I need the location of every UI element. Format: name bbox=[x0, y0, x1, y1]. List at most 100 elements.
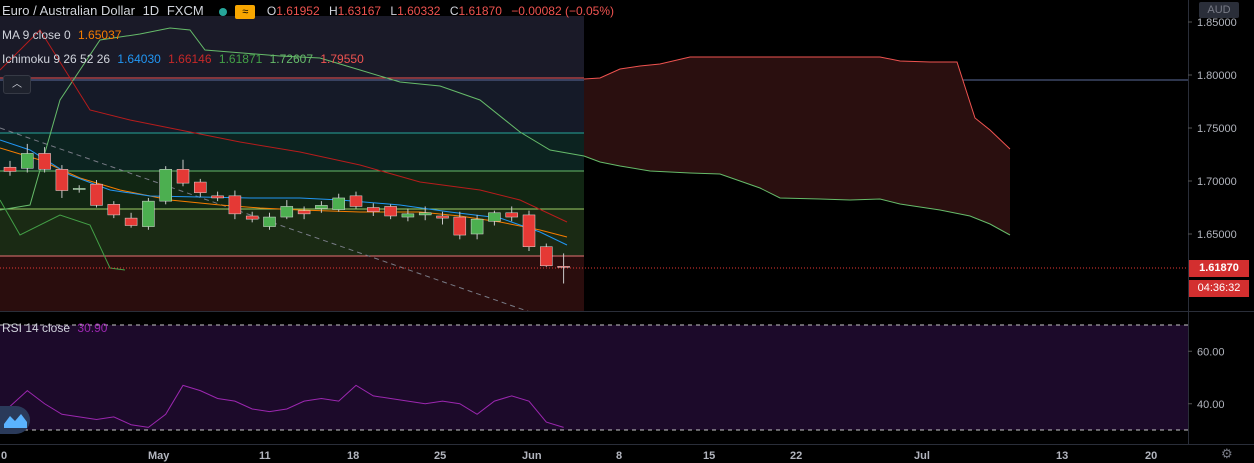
ma-label[interactable]: MA 9 close 0 bbox=[2, 28, 71, 42]
candle-body bbox=[315, 205, 328, 209]
candle-body bbox=[245, 215, 259, 220]
candle-body bbox=[228, 195, 242, 215]
candle[interactable] bbox=[228, 190, 242, 220]
candle[interactable] bbox=[540, 243, 553, 267]
candle-body bbox=[384, 206, 397, 217]
high-label: H bbox=[329, 4, 338, 18]
low-value: 1.60332 bbox=[397, 4, 441, 18]
interval-label[interactable]: 1D bbox=[142, 3, 160, 18]
symbol-name[interactable]: Euro / Australian Dollar bbox=[2, 3, 135, 18]
candle-body bbox=[211, 195, 224, 199]
candle[interactable] bbox=[297, 206, 311, 220]
ma-legend[interactable]: MA 9 close 0 1.65037 bbox=[2, 28, 125, 42]
ichimoku-conversion-value: 1.64030 bbox=[117, 52, 161, 66]
tradingview-logo[interactable] bbox=[0, 406, 30, 434]
ichimoku-span-a-hist bbox=[0, 27, 585, 211]
candle[interactable] bbox=[384, 204, 397, 220]
ichimoku-label[interactable]: Ichimoku 9 26 52 26 bbox=[2, 52, 111, 66]
candle-body bbox=[3, 166, 17, 172]
candle[interactable] bbox=[142, 197, 155, 230]
candle[interactable] bbox=[557, 253, 570, 284]
candle[interactable] bbox=[159, 166, 172, 205]
time-tick-label: 13 bbox=[1056, 450, 1068, 462]
candle[interactable] bbox=[107, 201, 121, 219]
candle[interactable] bbox=[522, 210, 536, 251]
candle[interactable] bbox=[55, 165, 69, 198]
candle[interactable] bbox=[176, 159, 190, 187]
last-price-badge: 1.61870 bbox=[1189, 260, 1249, 277]
candle-body bbox=[107, 204, 121, 216]
time-tick-label: 18 bbox=[347, 450, 359, 462]
ichimoku-span-a-value: 1.72607 bbox=[269, 52, 314, 66]
candle[interactable] bbox=[21, 143, 34, 173]
candle[interactable] bbox=[194, 178, 207, 197]
price-tick-label: 1.70000 bbox=[1197, 176, 1237, 188]
candle-body bbox=[176, 169, 190, 184]
candle[interactable] bbox=[349, 191, 363, 209]
candle[interactable] bbox=[470, 214, 484, 240]
candle[interactable] bbox=[401, 208, 415, 222]
candle[interactable] bbox=[436, 211, 449, 225]
candle[interactable] bbox=[488, 210, 501, 226]
candle-body bbox=[124, 217, 138, 226]
candle[interactable] bbox=[418, 206, 432, 221]
band-6 bbox=[0, 256, 584, 311]
candle[interactable] bbox=[315, 201, 328, 213]
symbol-legend[interactable]: Euro / Australian Dollar 1D FXCM ≈ O1.61… bbox=[2, 3, 622, 20]
candle-body bbox=[522, 214, 536, 247]
candle[interactable] bbox=[3, 160, 17, 176]
candle-body bbox=[142, 200, 155, 227]
candle-body bbox=[557, 266, 570, 268]
data-delay-icon: ≈ bbox=[235, 5, 256, 20]
rsi-legend[interactable]: RSI 14 close 30.90 bbox=[2, 321, 111, 335]
candle[interactable] bbox=[505, 206, 518, 222]
candle[interactable] bbox=[332, 193, 345, 212]
candle-body bbox=[401, 213, 415, 218]
candle[interactable] bbox=[245, 211, 259, 223]
collapse-legend-button[interactable]: ︿ bbox=[3, 75, 31, 94]
candle[interactable] bbox=[90, 179, 103, 208]
low-label: L bbox=[390, 4, 398, 18]
candle-body bbox=[367, 207, 380, 212]
time-tick-label: 25 bbox=[434, 450, 446, 462]
rsi-tick-label: 40.00 bbox=[1197, 399, 1225, 411]
candle-body bbox=[194, 181, 207, 193]
time-tick-label: Jul bbox=[914, 450, 930, 462]
time-tick-label: 22 bbox=[790, 450, 802, 462]
candle[interactable] bbox=[124, 212, 138, 228]
band-3 bbox=[0, 133, 584, 171]
candle-body bbox=[55, 169, 69, 191]
band-top bbox=[0, 16, 584, 80]
candle-body bbox=[332, 197, 345, 210]
currency-badge[interactable]: AUD bbox=[1199, 2, 1239, 18]
candle-body bbox=[349, 195, 363, 207]
ichimoku-lagging-value: 1.61871 bbox=[218, 52, 263, 66]
candle-body bbox=[72, 188, 86, 190]
candle-body bbox=[38, 153, 51, 170]
rsi-value: 30.90 bbox=[77, 321, 108, 335]
candle-body bbox=[263, 216, 276, 227]
rsi-label[interactable]: RSI 14 close bbox=[2, 321, 71, 335]
candle[interactable] bbox=[453, 211, 467, 240]
candle[interactable] bbox=[211, 191, 224, 202]
candle-body bbox=[21, 153, 34, 169]
ichimoku-span-a-line bbox=[583, 155, 1011, 236]
time-tick-label: May bbox=[148, 450, 170, 462]
candle-body bbox=[159, 169, 172, 202]
candle[interactable] bbox=[38, 147, 51, 173]
candle-body bbox=[418, 212, 432, 216]
logo-icon bbox=[4, 414, 27, 428]
candle[interactable] bbox=[367, 203, 380, 216]
band-4 bbox=[0, 171, 584, 209]
ichimoku-cloud bbox=[584, 57, 1010, 235]
exchange-label: FXCM bbox=[166, 3, 204, 18]
status-icons: ≈ bbox=[219, 4, 259, 20]
candle-body bbox=[436, 215, 449, 219]
gear-icon[interactable]: ⚙ bbox=[1221, 446, 1233, 461]
candle[interactable] bbox=[263, 212, 276, 230]
candle[interactable] bbox=[72, 185, 86, 193]
ichimoku-lagging-line bbox=[0, 199, 126, 271]
candle[interactable] bbox=[280, 200, 294, 220]
ichimoku-legend[interactable]: Ichimoku 9 26 52 26 1.64030 1.66146 1.61… bbox=[2, 52, 368, 66]
